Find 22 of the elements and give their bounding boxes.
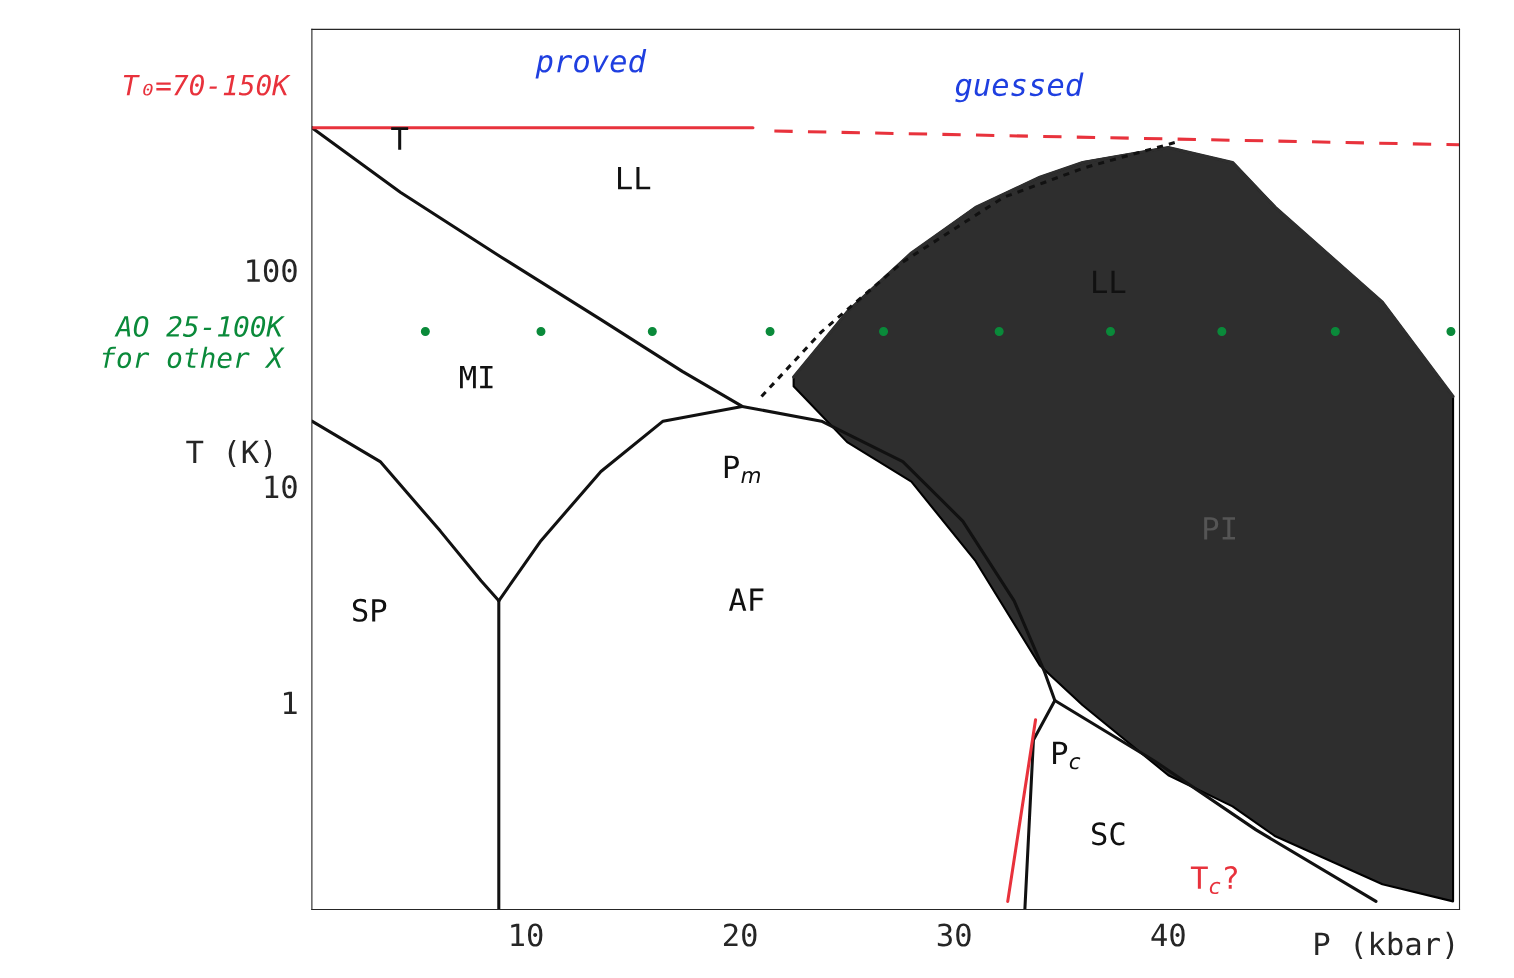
annotation: LL — [618, 166, 651, 190]
annotation: P$_{m}$ — [724, 455, 760, 483]
text: T₀=70-150K — [123, 74, 291, 96]
y-tick-label: 10 — [265, 475, 297, 499]
y-tick-label: 1 — [283, 691, 297, 715]
annotation: T$_{c}$? — [1190, 866, 1237, 895]
annotation: T — [391, 127, 409, 150]
text: AO 25-100K for other X — [102, 315, 285, 369]
x-tick-label: 40 — [1151, 923, 1185, 947]
annotation: SP — [352, 598, 387, 622]
x-tick-label: 20 — [723, 923, 757, 947]
x-tick-label: 10 — [511, 923, 543, 947]
x-tick-label: 30 — [937, 923, 971, 947]
annotation: guessed — [955, 72, 1084, 103]
y-axis-title: T (K) — [186, 439, 272, 468]
annotation: AF — [728, 588, 764, 611]
annotation: P$_{c}$ — [1053, 741, 1081, 770]
annotation: MI — [460, 365, 493, 389]
x-axis-title: P (kbar) — [1315, 931, 1454, 959]
annotation: proved — [535, 48, 647, 79]
y-tick-label: 100 — [247, 259, 297, 283]
annotation: SC — [1092, 822, 1125, 846]
